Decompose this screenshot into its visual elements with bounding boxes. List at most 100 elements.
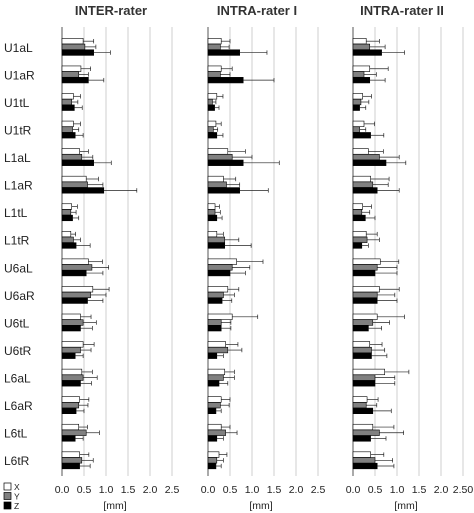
- bar-z: [352, 407, 374, 414]
- bar-z: [352, 187, 378, 194]
- bar-z: [61, 435, 76, 442]
- bar-x: [207, 341, 226, 348]
- bar-x: [61, 65, 82, 72]
- bar-y: [61, 457, 83, 464]
- bar-x: [61, 341, 84, 348]
- bar-y: [61, 291, 91, 299]
- bar-y: [352, 71, 365, 78]
- category-label: L1aR: [4, 179, 33, 193]
- category-label: L6aL: [4, 372, 31, 386]
- bar-z: [61, 325, 81, 332]
- bar-y: [352, 43, 371, 50]
- bar-z: [61, 242, 77, 249]
- x-tick-label: 1.5: [412, 484, 427, 496]
- x-tick-label: 1.0: [245, 484, 260, 496]
- bar-x: [352, 120, 365, 127]
- bar-z: [207, 269, 231, 277]
- bar-y: [352, 291, 378, 299]
- bar-y: [207, 154, 233, 161]
- bar-x: [61, 38, 84, 45]
- x-tick-label: 0.0: [201, 484, 216, 496]
- bar-x: [207, 313, 233, 320]
- bar-y: [61, 319, 84, 326]
- bar-x: [207, 148, 229, 155]
- category-label: U1tL: [4, 96, 30, 110]
- bar-y: [207, 126, 214, 133]
- bar-z: [352, 352, 372, 359]
- legend: XYZ: [3, 482, 20, 511]
- bar-y: [207, 43, 221, 50]
- bar-y: [61, 181, 88, 188]
- bar-z: [207, 187, 240, 194]
- bar-x: [352, 231, 367, 238]
- panel-title: INTRA-rater II: [360, 3, 444, 18]
- bar-y: [207, 264, 233, 271]
- category-label: L1tL: [4, 206, 28, 220]
- bar-y: [207, 346, 229, 354]
- category-labels: U1aL U1aR U1tL U1tR L1aL L1aR L1tL L1tR U6aL U6aR…: [4, 41, 35, 468]
- panel-3: INTRA-rater II 0.0 0.5 1.0 1.5 2.0 2.50 [mm]: [346, 3, 474, 512]
- bar-y: [207, 457, 218, 464]
- bar-z: [61, 132, 76, 139]
- bar-z: [352, 242, 363, 249]
- bar-y: [352, 264, 378, 271]
- bar-y: [207, 236, 226, 243]
- bar-x: [352, 93, 363, 100]
- bar-y: [207, 402, 221, 409]
- bar-x: [207, 286, 229, 293]
- x-tick-label: 1.0: [99, 484, 114, 496]
- bar-y: [61, 71, 80, 78]
- bar-z: [352, 77, 371, 84]
- bar-y: [61, 429, 87, 436]
- x-axis-label: [mm]: [249, 500, 272, 512]
- bar-y: [61, 98, 72, 106]
- category-label: U1aR: [4, 68, 35, 82]
- bar-x: [352, 396, 368, 403]
- category-label: L1aL: [4, 151, 31, 165]
- bar-x: [61, 368, 83, 376]
- category-label: L6tR: [4, 454, 30, 468]
- x-tick-label: 2.0: [143, 484, 158, 496]
- bar-z: [352, 435, 371, 442]
- bar-x: [352, 286, 380, 293]
- bar-z: [352, 380, 376, 387]
- bar-x: [61, 231, 72, 238]
- x-tick-label: 0.5: [223, 484, 238, 496]
- category-label: L6tL: [4, 427, 28, 441]
- bar-x: [61, 175, 87, 183]
- bar-z: [207, 462, 217, 470]
- legend-swatch-x: [3, 482, 12, 491]
- bar-z: [61, 407, 77, 414]
- bar-x: [207, 175, 224, 183]
- bar-x: [352, 341, 371, 348]
- bar-z: [352, 214, 366, 222]
- bar-x: [207, 203, 216, 210]
- legend-swatch-z: [3, 501, 12, 510]
- bar-x: [352, 368, 385, 376]
- bar-x: [61, 93, 74, 100]
- bar-z: [207, 132, 218, 139]
- bar-x: [61, 148, 80, 155]
- x-axis-label: [mm]: [394, 500, 417, 512]
- bar-y: [352, 346, 372, 354]
- bar-y: [61, 154, 83, 161]
- bar-z: [352, 325, 369, 332]
- bar-x: [207, 258, 237, 265]
- x-tick-label: 2.5: [311, 484, 326, 496]
- bar-z: [207, 407, 217, 414]
- category-label: U6tL: [4, 316, 30, 330]
- bar-x: [61, 451, 80, 458]
- bar-y: [352, 98, 362, 106]
- category-label: U6tR: [4, 344, 32, 358]
- bar-z: [61, 214, 73, 222]
- bar-z: [61, 77, 89, 84]
- bar-y: [207, 98, 213, 106]
- bar-z: [61, 462, 80, 470]
- legend-swatch-y: [3, 492, 12, 500]
- bar-x: [61, 313, 81, 320]
- x-tick-label: 2.0: [434, 484, 449, 496]
- bar-z: [61, 159, 94, 166]
- legend-label: X: [14, 482, 20, 492]
- bar-x: [352, 203, 363, 210]
